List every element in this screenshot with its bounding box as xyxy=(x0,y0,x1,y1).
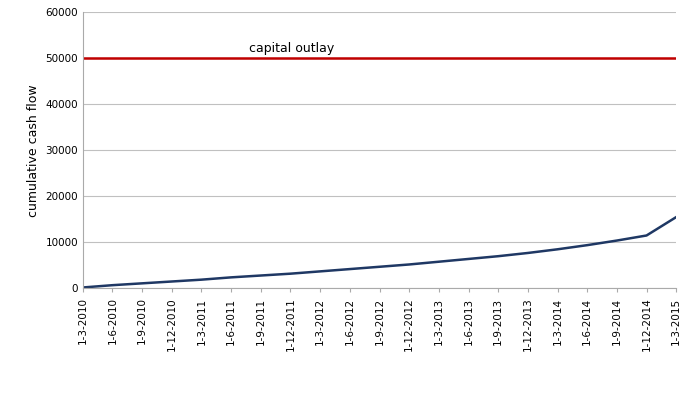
Text: capital outlay: capital outlay xyxy=(249,42,334,55)
Y-axis label: cumulative cash flow: cumulative cash flow xyxy=(27,84,40,217)
